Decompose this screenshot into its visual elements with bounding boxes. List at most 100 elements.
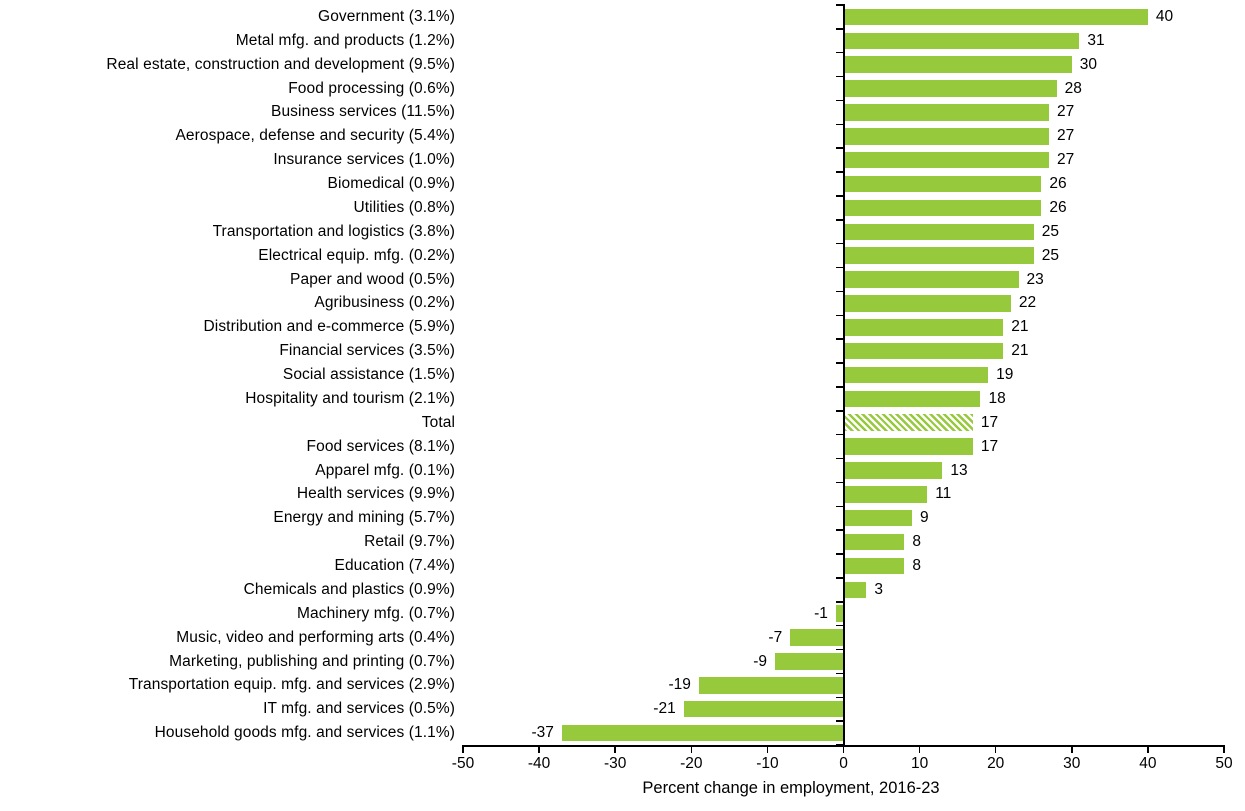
bar [843, 223, 1034, 241]
bar [843, 128, 1049, 145]
category-label: Hospitality and tourism (2.1%) [245, 389, 455, 407]
x-axis-tick [690, 745, 693, 753]
bar [843, 199, 1042, 217]
bar [790, 629, 844, 646]
x-axis-tick-label: 0 [839, 755, 848, 772]
category-label: Agribusiness (0.2%) [314, 294, 455, 312]
category-axis-tick [836, 290, 843, 293]
category-label: Retail (9.7%) [364, 533, 455, 551]
bar [843, 151, 1049, 169]
category-label: Aerospace, defense and security (5.4%) [175, 127, 455, 145]
x-axis-tick [538, 745, 540, 753]
bar-value-label: 27 [1056, 151, 1075, 169]
bar-value-label: 27 [1056, 127, 1075, 145]
bar [843, 342, 1004, 360]
bar-value-label: 22 [1018, 294, 1037, 312]
bar [775, 653, 844, 670]
category-axis-tick [836, 410, 843, 412]
bar [843, 438, 973, 455]
category-label: Food processing (0.6%) [288, 79, 455, 97]
bar-value-label: -9 [753, 652, 767, 670]
category-label: Health services (9.9%) [296, 485, 455, 503]
category-label: Education (7.4%) [334, 557, 455, 575]
bar [698, 677, 844, 694]
category-axis-tick [836, 433, 843, 436]
category-axis-tick [836, 720, 843, 722]
bar [843, 175, 1042, 193]
bar [843, 509, 912, 527]
bar-value-label: 25 [1041, 246, 1059, 264]
x-axis-tick [918, 745, 921, 753]
bar [843, 8, 1148, 26]
bar-value-label: 13 [950, 461, 968, 479]
bar [843, 319, 1004, 336]
bar [561, 724, 844, 742]
category-label: Food services (8.1%) [306, 437, 455, 455]
bar-value-label: -19 [668, 676, 691, 694]
category-axis-tick [836, 648, 843, 651]
x-axis-tick [1223, 745, 1225, 753]
bar [843, 462, 943, 479]
bar-value-label: 28 [1064, 79, 1082, 97]
x-axis-tick-label: -20 [680, 755, 703, 772]
x-axis-tick [1147, 745, 1149, 753]
x-axis-tick-label: 40 [1139, 755, 1157, 772]
category-label: Transportation and logistics (3.8%) [212, 222, 455, 240]
bar [843, 533, 905, 551]
category-axis-tick [836, 4, 843, 6]
x-axis-tick-label: 10 [910, 755, 929, 772]
bar-value-label: 19 [996, 366, 1014, 384]
category-axis-tick [836, 171, 843, 173]
bar [843, 557, 905, 575]
bar-value-label: 8 [912, 533, 921, 551]
category-label: Social assistance (1.5%) [282, 366, 455, 384]
category-label: Distribution and e-commerce (5.9%) [203, 318, 455, 336]
bar [843, 56, 1072, 73]
bar [843, 295, 1011, 312]
x-axis-tick [842, 745, 845, 753]
bar-value-label: 8 [912, 557, 921, 575]
category-axis-tick [836, 386, 843, 388]
category-label: Paper and wood (0.5%) [290, 270, 455, 288]
category-label: Real estate, construction and developmen… [106, 55, 455, 73]
category-axis-tick [836, 147, 843, 149]
category-label: Biomedical (0.9%) [327, 175, 455, 193]
category-label: Utilities (0.8%) [353, 198, 455, 216]
bar [683, 700, 844, 718]
bar-value-label: -21 [653, 700, 676, 718]
category-axis-tick [836, 338, 843, 340]
bar-value-label: 17 [980, 413, 999, 431]
bar [843, 80, 1057, 97]
x-axis-tick [994, 745, 997, 753]
category-label: Music, video and performing arts (0.4%) [176, 628, 455, 646]
category-label: Household goods mfg. and services (1.1%) [154, 724, 455, 742]
category-axis-tick [836, 314, 843, 317]
category-axis-tick [836, 672, 843, 675]
category-axis-tick [836, 51, 843, 54]
category-axis-tick [836, 696, 843, 698]
category-label: Insurance services (1.0%) [273, 151, 455, 169]
category-axis-tick [836, 28, 843, 30]
bar-value-label: 9 [919, 509, 929, 527]
x-axis-tick-label: 50 [1215, 755, 1233, 772]
category-axis-tick [836, 242, 843, 245]
category-label: Chemicals and plastics (0.9%) [243, 580, 455, 598]
category-axis-tick [836, 123, 843, 126]
x-axis-tick [614, 745, 616, 753]
x-axis-tick [462, 745, 464, 753]
category-label: Marketing, publishing and printing (0.7%… [169, 652, 455, 670]
x-axis-tick [1071, 745, 1073, 753]
bar-value-label: 27 [1056, 103, 1075, 121]
category-label: Transportation equip. mfg. and services … [128, 676, 455, 694]
x-axis-title: Percent change in employment, 2016-23 [642, 779, 940, 797]
category-label: Electrical equip. mfg. (0.2%) [258, 246, 455, 264]
category-axis-tick [836, 75, 843, 78]
bar-value-label: 11 [935, 485, 952, 503]
category-label: Metal mfg. and products (1.2%) [235, 31, 455, 49]
category-axis-tick [836, 553, 843, 555]
category-axis-tick [836, 505, 843, 508]
x-axis-tick-label: -50 [451, 755, 475, 772]
bar [843, 366, 989, 384]
category-axis-tick [836, 457, 843, 460]
